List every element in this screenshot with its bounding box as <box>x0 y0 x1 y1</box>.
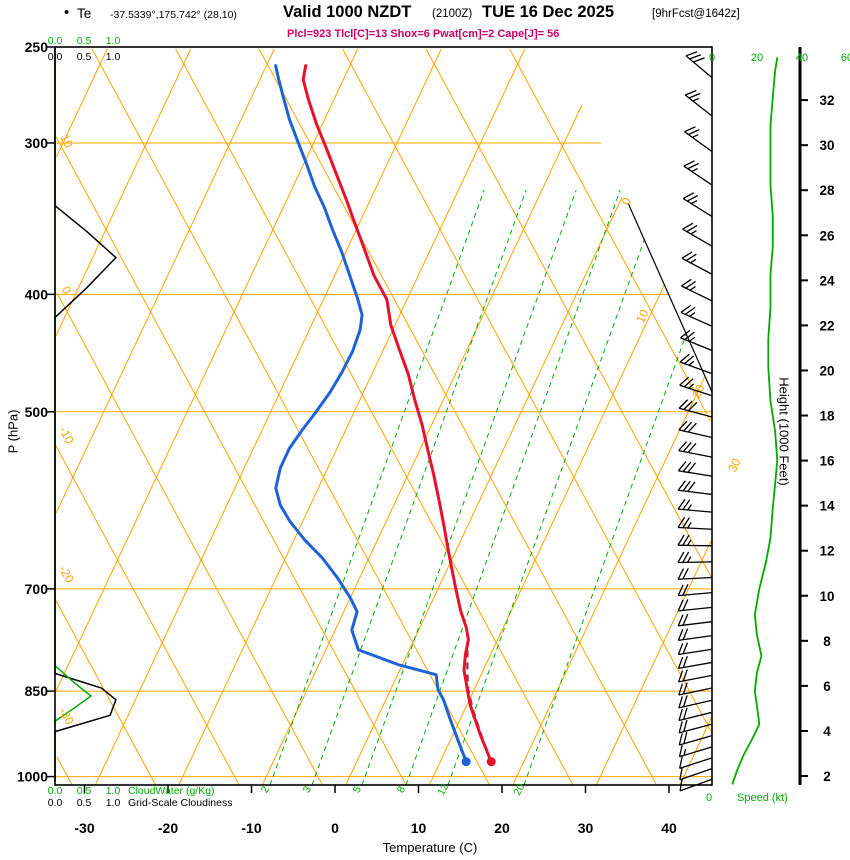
temperature-axis: -30 -20 -10 0 10 20 30 40 <box>74 785 677 836</box>
svg-text:0.5: 0.5 <box>77 51 92 63</box>
svg-text:8: 8 <box>395 784 408 795</box>
svg-text:0: 0 <box>706 792 712 804</box>
wind-barbs <box>677 51 713 792</box>
svg-text:22: 22 <box>819 318 834 333</box>
svg-text:16: 16 <box>819 454 835 469</box>
wind-speed-curve <box>731 57 779 785</box>
svg-text:0.0: 0.0 <box>48 797 63 809</box>
svg-text:0.0: 0.0 <box>48 35 63 47</box>
plot-frame <box>54 46 713 786</box>
svg-text:3: 3 <box>301 784 314 795</box>
svg-text:30: 30 <box>725 456 743 474</box>
svg-text:30: 30 <box>578 820 594 836</box>
svg-text:2: 2 <box>259 784 272 795</box>
svg-text:4: 4 <box>823 724 831 739</box>
isobar-grid <box>55 142 712 778</box>
header: • Te -37.5339°,175.742° (28,10) Valid 10… <box>0 0 850 46</box>
dry-adiabat-grid <box>55 48 713 786</box>
svg-text:6: 6 <box>823 679 831 694</box>
cloudiness-curve <box>54 47 117 782</box>
svg-text:-20: -20 <box>56 563 77 585</box>
cloudiness-legend: Grid-Scale Cloudiness <box>128 797 232 809</box>
svg-text:30: 30 <box>819 138 834 153</box>
svg-text:12: 12 <box>819 544 834 559</box>
isotherm-grid <box>54 48 713 786</box>
valid-date: TUE 16 Dec 2025 <box>482 3 615 21</box>
svg-text:10: 10 <box>633 307 651 325</box>
svg-text:18: 18 <box>819 409 835 424</box>
svg-text:2: 2 <box>823 769 831 784</box>
svg-text:0.5: 0.5 <box>77 785 92 797</box>
dewpoint-surface-dot <box>461 757 471 767</box>
temperature-curve <box>301 64 493 764</box>
forecast-tag: [9hrFcst@1642z] <box>652 8 740 20</box>
svg-text:250: 250 <box>25 39 49 55</box>
svg-text:1.0: 1.0 <box>106 785 121 797</box>
svg-text:850: 850 <box>25 683 49 699</box>
svg-text:1.0: 1.0 <box>106 51 121 63</box>
svg-text:-20: -20 <box>158 820 178 836</box>
cloud-water-curve <box>54 47 93 782</box>
temperature-surface-dot <box>486 757 496 767</box>
mixing-ratio-lines <box>269 189 687 786</box>
svg-text:-10: -10 <box>56 424 77 446</box>
svg-text:1.0: 1.0 <box>106 35 121 47</box>
dewpoint-curve <box>274 64 468 764</box>
svg-text:5: 5 <box>351 784 364 795</box>
svg-text:700: 700 <box>25 581 49 597</box>
svg-text:0: 0 <box>619 195 635 207</box>
svg-text:40: 40 <box>796 52 808 64</box>
svg-text:10: 10 <box>819 589 834 604</box>
station-bullet-icon: • <box>64 4 70 21</box>
svg-text:24: 24 <box>819 273 835 288</box>
stability-indices: Plcl=923 Tlcl[C]=13 Shox=6 Pwat[cm]=2 Ca… <box>287 28 560 40</box>
svg-text:1000: 1000 <box>17 769 48 785</box>
svg-text:0.5: 0.5 <box>77 35 92 47</box>
svg-text:-30: -30 <box>74 820 94 836</box>
svg-text:0.5: 0.5 <box>77 797 92 809</box>
svg-text:500: 500 <box>25 404 49 420</box>
svg-text:26: 26 <box>819 228 835 243</box>
svg-text:20: 20 <box>751 52 763 64</box>
svg-text:28: 28 <box>819 183 835 198</box>
valid-zulu: (2100Z) <box>432 8 473 20</box>
svg-text:8: 8 <box>823 634 831 649</box>
svg-text:40: 40 <box>661 820 677 836</box>
boundary-line <box>627 202 713 393</box>
svg-text:10: 10 <box>411 820 427 836</box>
svg-text:10: 10 <box>57 132 76 151</box>
svg-text:14: 14 <box>819 499 835 514</box>
speed-axis: 0 20 40 60 0 Speed (kt) <box>706 52 850 804</box>
speed-axis-label: Speed (kt) <box>737 792 788 804</box>
svg-text:0: 0 <box>331 820 339 836</box>
svg-text:60: 60 <box>841 52 850 64</box>
temperature-axis-title: Temperature (C) <box>382 840 478 855</box>
svg-text:20: 20 <box>494 820 510 836</box>
svg-text:-10: -10 <box>241 820 261 836</box>
svg-text:400: 400 <box>25 286 49 302</box>
station-name: Te <box>77 6 92 21</box>
svg-text:0.0: 0.0 <box>48 785 63 797</box>
cloud-scales: 0.00.00.00.00.50.50.50.51.01.01.01.0Clou… <box>48 35 233 809</box>
svg-text:1.0: 1.0 <box>106 797 121 809</box>
svg-text:0: 0 <box>709 52 715 64</box>
svg-text:12: 12 <box>435 781 451 797</box>
svg-text:32: 32 <box>819 93 834 108</box>
svg-text:20: 20 <box>819 363 834 378</box>
svg-text:0.0: 0.0 <box>48 51 63 63</box>
valid-time: Valid 1000 NZDT <box>283 3 412 21</box>
svg-text:20: 20 <box>511 781 527 797</box>
svg-text:300: 300 <box>25 135 49 151</box>
pressure-axis: 250 300 400 500 700 850 1000 <box>17 39 55 785</box>
cloudwater-legend: CloudWater (g/Kg) <box>128 785 215 797</box>
station-coords: -37.5339°,175.742° (28,10) <box>110 9 237 21</box>
